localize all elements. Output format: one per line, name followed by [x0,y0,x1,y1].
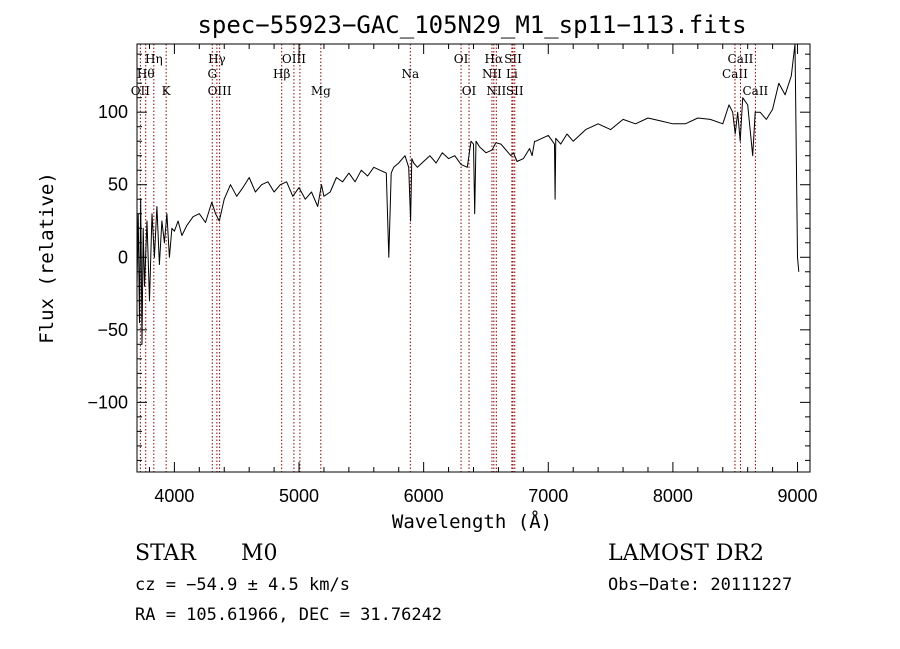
line-marker-label: Hθ [137,67,155,81]
plot-frame [136,43,811,473]
line-marker-label: OI [462,84,477,98]
y-tick-label: −50 [97,320,128,340]
line-marker-label: OIII [282,52,306,66]
line-marker-label: Mg [311,84,331,98]
line-marker-label: Hα [485,52,504,66]
object-subclass: M0 [241,541,278,566]
y-axis-label: Flux (relative) [36,172,58,344]
line-marker-label: Na [401,67,419,81]
line-marker-label: SII [504,52,522,66]
line-marker-label: CaII [722,67,748,81]
x-tick-label: 6000 [404,486,444,506]
line-marker-label: OIII [208,84,232,98]
y-tick-label: 0 [118,247,128,267]
chart-title: spec−55923−GAC_105N29_M1_sp11−113.fits [197,11,746,39]
x-tick-label: 8000 [653,486,693,506]
line-marker-label: NII [482,67,502,81]
x-tick-label: 7000 [528,486,568,506]
y-tick-label: 50 [108,175,128,195]
line-marker-label: Li [506,67,518,81]
line-marker-label: OI [454,52,469,66]
line-marker-label: K [162,84,172,98]
observation-date: Obs−Date: 20111227 [608,575,792,595]
spectral-line-markers: OIIHθHηKHγGOIIIHβOIIIMgNaOIOINIIHαNIILiS… [131,44,769,472]
redshift-velocity: cz = −54.9 ± 4.5 km/s [135,575,350,595]
line-marker-label: Hη [145,52,163,66]
line-marker-label: Hβ [273,67,290,81]
spectrum-line-0 [136,43,800,345]
line-marker-label: CaII [728,52,754,66]
x-axis-label: Wavelength (Å) [392,510,552,533]
coordinates: RA = 105.61966, DEC = 31.76242 [135,605,442,625]
line-marker-label: G [207,67,217,81]
object-class: STAR [135,541,197,566]
line-marker-label: OII [131,84,151,98]
line-marker-label: NII [486,84,506,98]
y-tick-label: 100 [98,102,128,122]
line-marker-label: Hγ [208,52,226,66]
spectrum-trace [136,43,800,345]
y-tick-label: −100 [87,392,128,412]
x-tick-label: 9000 [778,486,818,506]
line-marker-label: SII [506,84,524,98]
line-marker-label: CaII [742,84,768,98]
survey-name: LAMOST DR2 [608,541,764,566]
x-tick-label: 5000 [279,486,319,506]
x-axis-ticks: 4000 5000 6000 7000 8000 9000 [148,44,818,506]
y-axis-ticks: −100 −50 0 50 100 [87,53,810,461]
x-tick-label: 4000 [154,486,194,506]
